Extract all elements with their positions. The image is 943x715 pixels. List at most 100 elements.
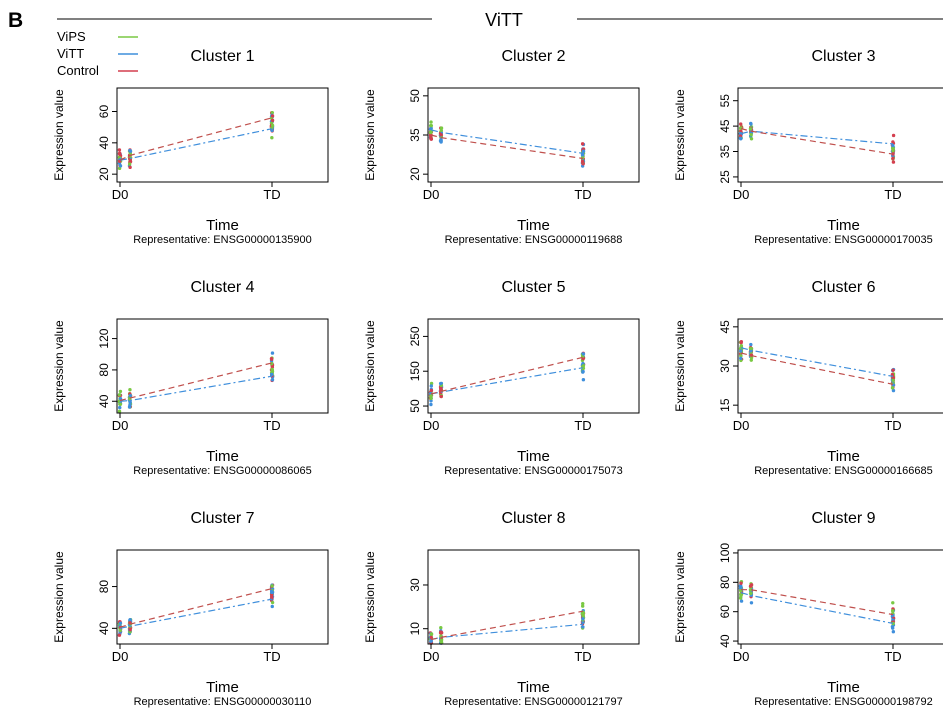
x-axis-label: Time — [206, 679, 239, 696]
legend: ViPS ViTT Control — [57, 29, 138, 78]
data-point — [892, 134, 895, 137]
x-tick-label: TD — [574, 418, 591, 433]
data-point — [581, 142, 584, 145]
x-tick-label: D0 — [423, 187, 440, 202]
data-point — [892, 630, 895, 633]
data-point — [439, 139, 442, 142]
panel-title: Cluster 6 — [811, 279, 875, 296]
data-point — [581, 160, 584, 163]
data-point — [749, 592, 752, 595]
data-point — [439, 133, 442, 136]
y-axis-label: Expression value — [52, 89, 66, 181]
data-point — [119, 390, 122, 393]
trend-line-control — [431, 135, 583, 159]
y-axis-label: Expression value — [363, 89, 377, 181]
y-axis-label: Expression value — [673, 320, 687, 412]
trend-line-control — [431, 357, 583, 394]
x-tick-label: D0 — [733, 187, 750, 202]
data-point — [581, 617, 584, 620]
data-point — [582, 378, 585, 381]
data-point — [581, 370, 584, 373]
cluster-panel-2: Cluster 2 20 35 50 D0 TD Expression value TimeR… — [363, 48, 639, 246]
trend-line-vitt — [120, 599, 272, 628]
representative-gene: Representative: ENSG00000166685 — [754, 465, 933, 477]
y-tick-label: 20 — [97, 167, 111, 181]
data-point — [429, 394, 432, 397]
data-point — [891, 368, 894, 371]
y-tick-label: 60 — [718, 605, 732, 619]
x-tick-label: TD — [884, 187, 901, 202]
data-point — [129, 628, 132, 631]
y-axis-label: Expression value — [363, 320, 377, 412]
data-point — [128, 388, 131, 391]
y-tick-label: 100 — [718, 543, 732, 563]
data-point — [270, 373, 273, 376]
panel-title: Cluster 2 — [501, 48, 565, 65]
x-axis-label: Time — [206, 448, 239, 465]
trend-line-control — [431, 611, 583, 639]
y-tick-label: 10 — [408, 622, 422, 636]
x-tick-label: D0 — [733, 649, 750, 664]
panel-title: Cluster 9 — [811, 510, 875, 527]
data-point — [271, 351, 274, 354]
data-point — [892, 160, 895, 163]
panel-title: Cluster 8 — [501, 510, 565, 527]
x-tick-label: TD — [884, 649, 901, 664]
legend-label-vitt: ViTT — [57, 46, 84, 61]
data-point — [270, 358, 273, 361]
data-point — [430, 124, 433, 127]
representative-gene: Representative: ENSG00000119688 — [445, 234, 623, 246]
y-tick-label: 30 — [718, 359, 732, 373]
y-tick-label: 45 — [718, 320, 732, 334]
panel-title: Cluster 7 — [190, 510, 254, 527]
panel-letter: B — [8, 9, 23, 32]
data-point — [440, 395, 443, 398]
y-tick-label: 40 — [718, 634, 732, 648]
y-tick-label: 40 — [97, 394, 111, 408]
data-point — [118, 393, 121, 396]
x-tick-label: TD — [884, 418, 901, 433]
data-point — [118, 633, 121, 636]
plot-frame — [428, 88, 639, 182]
data-point — [891, 157, 894, 160]
representative-gene: Representative: ENSG00000030110 — [134, 696, 312, 708]
y-tick-label: 80 — [97, 363, 111, 377]
y-tick-label: 40 — [97, 136, 111, 150]
representative-gene: Representative: ENSG00000135900 — [133, 234, 312, 246]
x-tick-label: D0 — [423, 649, 440, 664]
x-axis-label: Time — [206, 217, 239, 234]
data-point — [271, 124, 274, 127]
y-tick-label: 50 — [408, 89, 422, 103]
data-point — [891, 386, 894, 389]
x-axis-label: Time — [827, 217, 860, 234]
data-point — [740, 599, 743, 602]
x-tick-label: D0 — [423, 418, 440, 433]
y-tick-label: 55 — [718, 94, 732, 108]
cluster-panel-9: Cluster 9 40 60 80 100 D0 TD Expression value Ti… — [673, 510, 943, 708]
data-point — [581, 602, 584, 605]
data-point — [891, 379, 894, 382]
data-point — [739, 122, 742, 125]
y-tick-label: 30 — [408, 578, 422, 592]
figure-title: ViTT — [485, 10, 523, 30]
legend-label-control: Control — [57, 63, 99, 78]
data-point — [429, 120, 432, 123]
y-tick-label: 120 — [97, 328, 111, 348]
data-point — [429, 403, 432, 406]
data-point — [430, 384, 433, 387]
legend-label-vips: ViPS — [57, 29, 86, 44]
y-tick-label: 80 — [718, 575, 732, 589]
data-point — [749, 122, 752, 125]
x-tick-label: TD — [263, 187, 280, 202]
trend-line-control — [741, 129, 893, 155]
representative-gene: Representative: ENSG00000086065 — [133, 465, 312, 477]
data-point — [118, 406, 121, 409]
trend-line-vitt — [741, 348, 893, 377]
data-point — [270, 584, 273, 587]
plot-frame — [738, 550, 943, 644]
data-point — [740, 340, 743, 343]
cluster-panel-5: Cluster 550150250D0 TDExpression valueTim… — [363, 279, 639, 477]
y-axis-label: Expression value — [673, 551, 687, 643]
y-tick-label: 15 — [718, 398, 732, 412]
